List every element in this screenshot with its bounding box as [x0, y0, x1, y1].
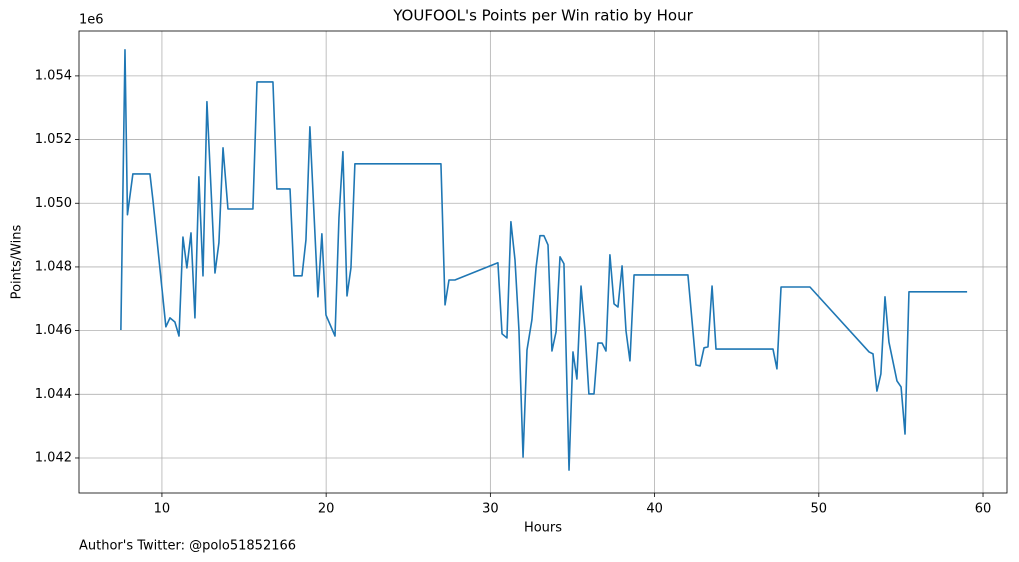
y-tick-label: 1.046	[35, 323, 72, 338]
y-tick-label: 1.050	[35, 196, 72, 211]
x-tick-label: 40	[646, 502, 663, 517]
x-tick-label: 10	[154, 502, 171, 517]
chart-title: YOUFOOL's Points per Win ratio by Hour	[392, 7, 693, 25]
y-tick-label: 1.044	[35, 387, 72, 402]
data-line	[120, 48, 968, 471]
y-tick-label: 1.054	[35, 68, 72, 83]
x-tick-label: 20	[318, 502, 335, 517]
y-tick-label: 1.048	[35, 259, 72, 274]
y-offset-label: 1e6	[79, 13, 104, 28]
footnote: Author's Twitter: @polo51852166	[79, 539, 296, 554]
y-axis-label: Points/Wins	[10, 224, 25, 299]
plot-frame	[78, 30, 1008, 494]
x-tick-label: 50	[811, 502, 828, 517]
x-tick-label: 30	[482, 502, 499, 517]
y-tick-label: 1.052	[35, 132, 72, 147]
x-axis-label: Hours	[524, 521, 562, 536]
x-tick-label: 60	[975, 502, 992, 517]
y-tick-label: 1.042	[35, 450, 72, 465]
